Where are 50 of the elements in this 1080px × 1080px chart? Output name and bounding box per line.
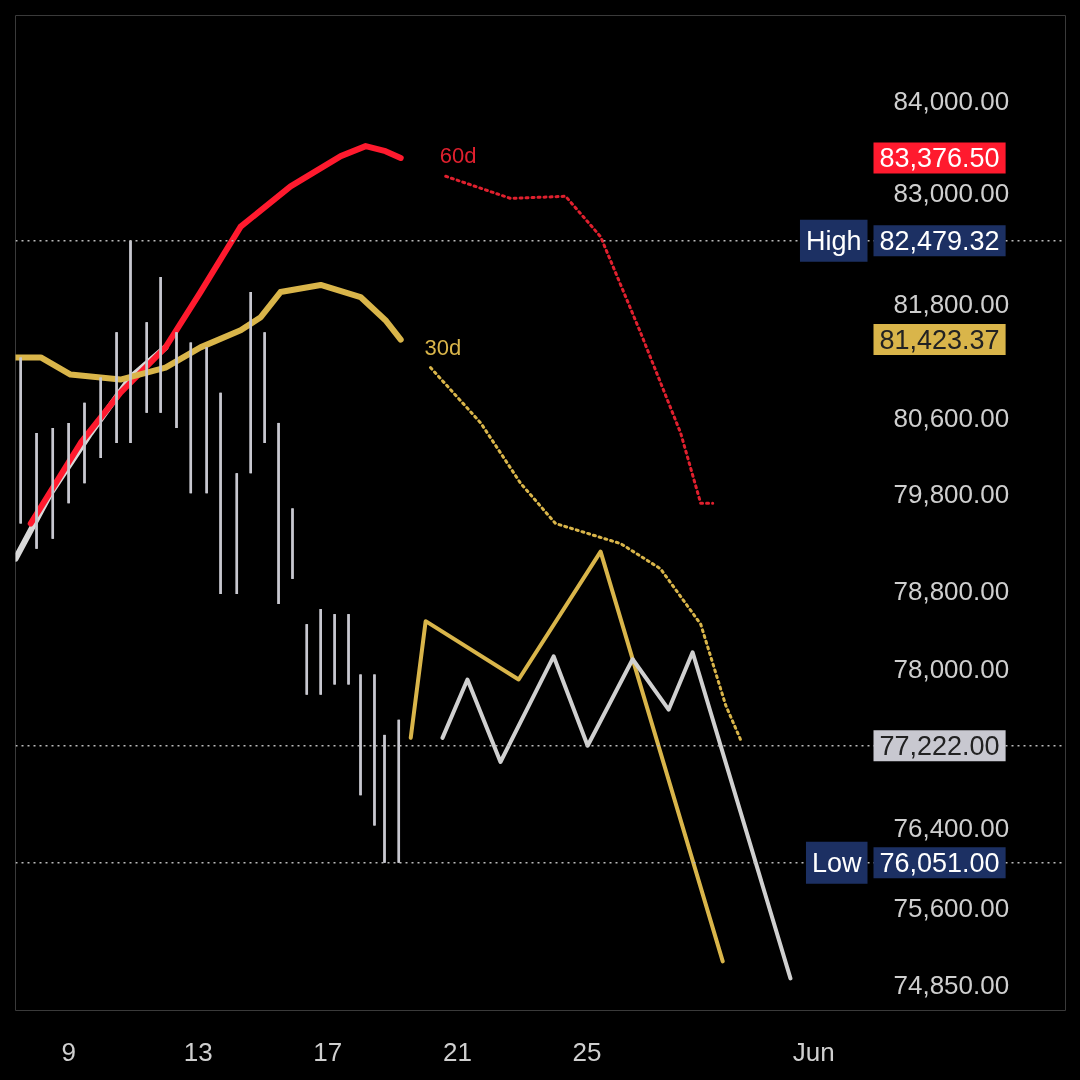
x-tick-label: 17 <box>313 1036 343 1067</box>
y-tick-label: 74,850.00 <box>893 969 1010 1000</box>
candlestick <box>67 421 70 505</box>
annotation: 83,376.50 <box>879 143 1000 174</box>
candlestick <box>333 613 336 686</box>
annotation: 82,479.32 <box>879 226 1000 257</box>
line-series <box>440 650 793 981</box>
candlestick <box>115 331 118 444</box>
y-tick-label: 81,800.00 <box>893 289 1010 320</box>
candlestick <box>373 673 376 827</box>
candlestick <box>263 331 266 444</box>
candlestick <box>35 431 38 550</box>
y-tick-label: 83,000.00 <box>893 177 1010 208</box>
candlestick <box>175 331 178 429</box>
candlestick <box>319 608 322 696</box>
x-tick-label: 25 <box>572 1036 602 1067</box>
y-tick-label: 84,000.00 <box>893 85 1010 116</box>
candlestick <box>219 391 222 595</box>
y-tick-label: 78,800.00 <box>893 575 1010 606</box>
candlestick <box>383 733 386 864</box>
annotation: 76,051.00 <box>879 848 1000 879</box>
line-series <box>429 366 743 742</box>
series-label: 30d <box>424 334 462 360</box>
candlestick <box>159 275 162 414</box>
candlestick <box>19 356 22 525</box>
candlestick <box>99 376 102 460</box>
candlestick <box>83 401 86 485</box>
x-tick-label: 21 <box>442 1036 472 1067</box>
candlestick <box>129 239 132 444</box>
y-tick-label: 80,600.00 <box>893 402 1010 433</box>
series-label: 60d <box>439 143 477 169</box>
y-tick-label: 78,000.00 <box>893 653 1010 684</box>
y-tick-label: 79,800.00 <box>893 478 1010 509</box>
annotation: 77,222.00 <box>879 731 1000 762</box>
y-tick-label: 76,400.00 <box>893 812 1010 843</box>
candlestick <box>277 421 280 605</box>
annotation: 81,423.37 <box>879 325 1000 356</box>
x-tick-label: 13 <box>183 1036 213 1067</box>
candlestick <box>145 321 149 414</box>
candlestick <box>347 613 350 686</box>
ref-line-label: High <box>805 225 862 256</box>
y-tick-label: 75,600.00 <box>893 893 1010 924</box>
ref-line-label: Low <box>811 847 862 878</box>
candlestick <box>291 507 294 580</box>
candlestick <box>359 673 362 797</box>
x-tick-label: 9 <box>61 1036 76 1067</box>
x-tick-label: Jun <box>792 1036 835 1067</box>
candlestick <box>205 346 208 495</box>
line-series <box>408 549 725 964</box>
candlestick <box>249 291 252 475</box>
